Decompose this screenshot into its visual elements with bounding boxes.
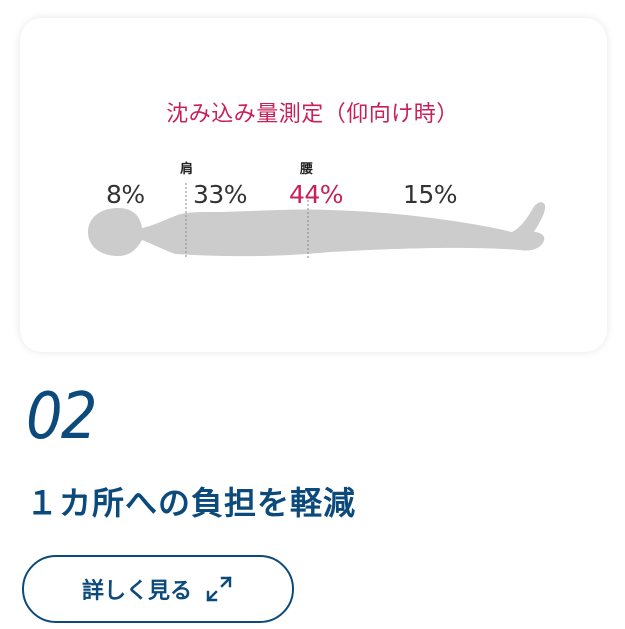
shoulder-label: 肩 <box>180 162 194 177</box>
feature-number: 02 <box>26 380 98 454</box>
waist-percentage: 44% <box>289 180 344 209</box>
legs-percentage: 15% <box>403 180 458 209</box>
head-percentage: 8% <box>106 180 145 209</box>
chart-title: 沈み込み量測定（仰向け時） <box>166 102 459 127</box>
silhouette-shape <box>88 202 546 257</box>
feature-heading: １カ所への負担を軽減 <box>26 484 357 522</box>
details-button-label: 詳しく見る <box>81 579 192 604</box>
shoulder-percentage: 33% <box>193 180 248 209</box>
expand-arrows-icon <box>206 576 232 602</box>
waist-label: 腰 <box>300 162 314 177</box>
details-button[interactable]: 詳しく見る <box>22 555 294 623</box>
illustration-card <box>20 18 607 352</box>
